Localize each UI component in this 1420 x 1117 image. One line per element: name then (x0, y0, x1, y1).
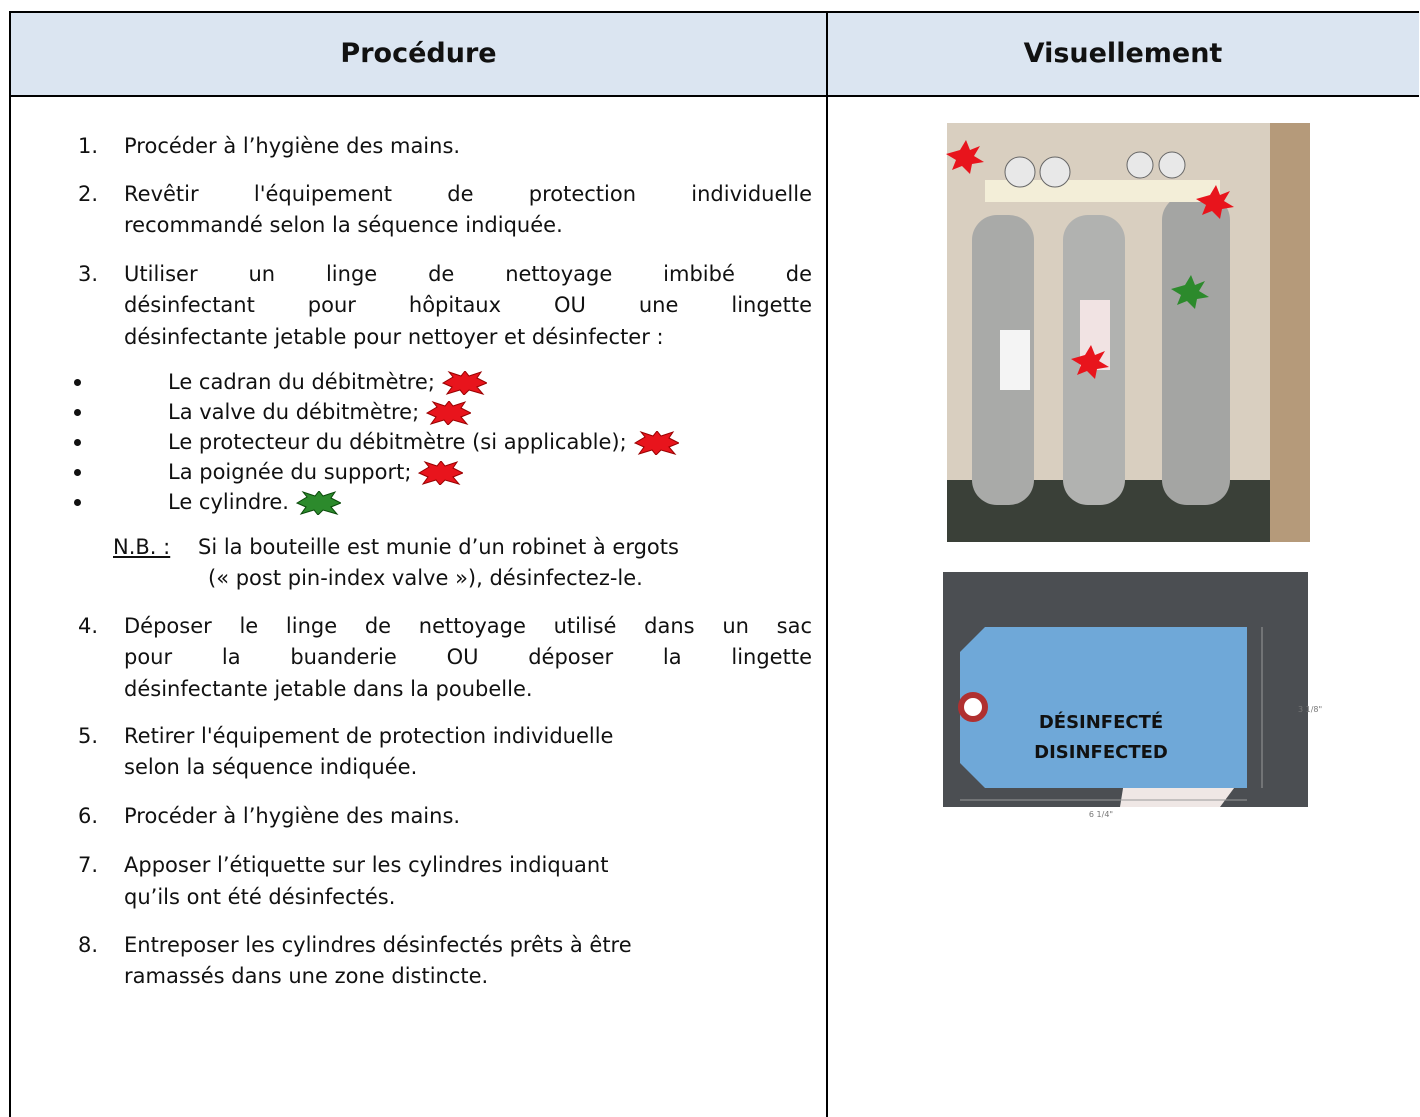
step-number: 7. (78, 853, 99, 877)
subitem-text: La valve du débitmètre; (168, 400, 420, 424)
step-text: désinfectante jetable pour nettoyer et d… (124, 325, 664, 349)
step-text: désinfectant pour hôpitaux OU une linget… (124, 293, 812, 317)
step-text: Retirer l'équipement de protection indiv… (124, 724, 614, 748)
subitem-text: La poignée du support; (168, 460, 412, 484)
step-number: 3. (78, 262, 99, 286)
tag-image: DÉSINFECTÉ DISINFECTED 3 1/8" 6 1/4" (958, 627, 1322, 819)
subitem-text: Le cylindre. (168, 490, 289, 514)
column-header: Visuellement (1023, 38, 1223, 69)
step-number: 8. (78, 933, 99, 957)
tag-dimension: 3 1/8" (1298, 705, 1322, 714)
step-text: désinfectante jetable dans la poubelle. (124, 677, 533, 701)
step-text: qu’ils ont été désinfectés. (124, 885, 396, 909)
bullet (74, 499, 81, 506)
note-text: (« post pin-index valve »), désinfectez-… (208, 566, 643, 590)
icon-red-burst (418, 460, 465, 486)
subitem: La poignée du support; (168, 457, 465, 487)
icon-red-burst (426, 400, 473, 426)
step-text: pour la buanderie OU déposer la lingette (124, 645, 812, 669)
bullet (74, 379, 81, 386)
step-text: Apposer l’étiquette sur les cylindres in… (124, 853, 609, 877)
step-text: Procéder à l’hygiène des mains. (124, 134, 461, 158)
subitem-text: Le cadran du débitmètre; (168, 370, 435, 394)
step-number: 2. (78, 182, 99, 206)
step-text: selon la séquence indiquée. (124, 755, 418, 779)
step-number: 1. (78, 134, 99, 158)
note-text: Si la bouteille est munie d’un robinet à… (198, 535, 679, 559)
subitem: Le protecteur du débitmètre (si applicab… (168, 427, 680, 457)
subitem: Le cadran du débitmètre; (168, 367, 489, 397)
icon-green-burst (295, 490, 343, 516)
bullet (74, 409, 81, 416)
note-label: N.B. : (113, 535, 171, 559)
step-text: recommandé selon la séquence indiquée. (124, 213, 563, 237)
photo-cylinders (946, 123, 1310, 542)
tag-text: DÉSINFECTÉ (1039, 711, 1163, 733)
icon-red-burst (633, 430, 680, 456)
tag-dimension: 6 1/4" (1089, 810, 1113, 819)
column-header: Procédure (340, 38, 497, 69)
bullet (74, 469, 81, 476)
subitem: La valve du débitmètre; (168, 397, 473, 427)
step-text: Entreposer les cylindres désinfectés prê… (124, 933, 632, 957)
subitem: Le cylindre. (168, 487, 343, 517)
step-number: 5. (78, 724, 99, 748)
step-text: Procéder à l’hygiène des mains. (124, 804, 461, 828)
step-text: Utiliser un linge de nettoyage imbibé de (124, 262, 812, 286)
step-number: 4. (78, 614, 99, 638)
step-text: ramassés dans une zone distincte. (124, 964, 489, 988)
bullet (74, 439, 81, 446)
icon-red-burst (441, 370, 489, 396)
tag-text: DISINFECTED (1034, 742, 1168, 763)
step-text: Revêtir l'équipement de protection indiv… (124, 182, 812, 206)
header-bg (9, 12, 1419, 96)
subitem-text: Le protecteur du débitmètre (si applicab… (168, 430, 627, 454)
step-number: 6. (78, 804, 99, 828)
step-text: Déposer le linge de nettoyage utilisé da… (124, 614, 812, 638)
